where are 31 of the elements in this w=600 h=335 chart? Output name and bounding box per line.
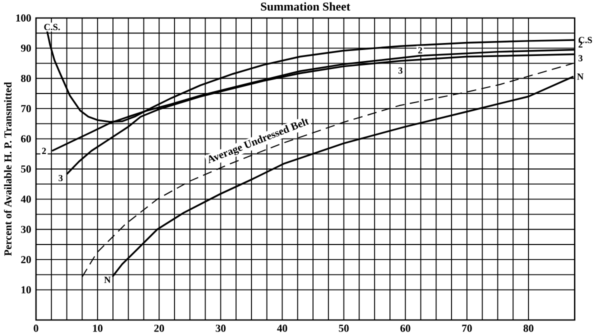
y-tick-label: 60	[21, 135, 31, 143]
y-tick-label: 90	[20, 44, 31, 52]
chart-title: Summation Sheet	[260, 2, 350, 11]
y-tick-label: 40	[20, 196, 31, 203]
annotation: C.S.	[44, 24, 60, 30]
x-tick-label: 50	[338, 324, 349, 332]
x-tick-label: 20	[154, 324, 164, 332]
annotation: N	[104, 276, 111, 284]
y-tick-label: 20	[21, 256, 31, 264]
y-axis-title: Percent of Available H. P. Transmitted	[4, 82, 12, 256]
x-tick-label: 30	[216, 324, 226, 332]
series-label: 3	[578, 55, 583, 62]
x-tick-label: 10	[93, 324, 102, 332]
y-tick-label: 10	[22, 286, 31, 294]
annotation: 3	[58, 175, 63, 182]
annotation: 3	[398, 68, 402, 74]
x-tick-label: 40	[277, 324, 288, 332]
annotation: 2	[42, 148, 46, 154]
y-tick-label: 100	[16, 14, 31, 22]
x-tick-label: 70	[462, 324, 472, 332]
x-tick-label: 60	[400, 324, 410, 332]
series-label: 2	[578, 41, 582, 48]
y-tick-label: 30	[21, 226, 31, 234]
y-tick-label: 50	[21, 166, 31, 173]
y-tick-label: 70	[21, 105, 31, 112]
series-label: N	[577, 74, 584, 80]
x-tick-label: 0	[34, 324, 38, 332]
x-tick-label: 80	[524, 324, 534, 332]
annotation: 2	[418, 47, 422, 54]
y-tick-label: 80	[21, 74, 31, 82]
series-label: C.S	[578, 37, 592, 44]
